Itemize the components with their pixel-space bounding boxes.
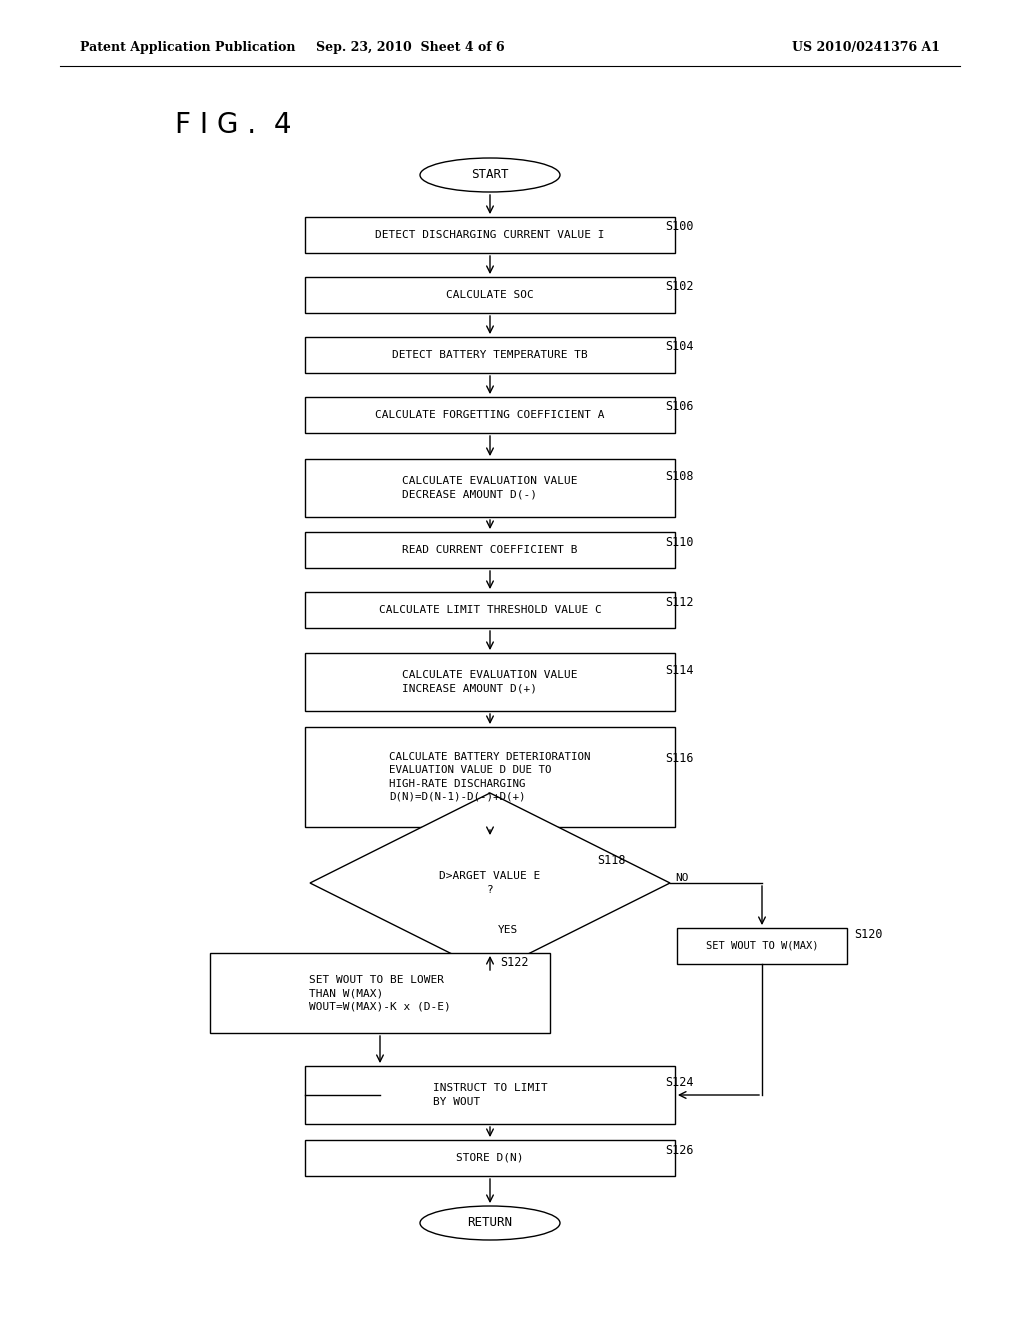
Text: STORE D(N): STORE D(N) (457, 1152, 523, 1163)
Text: DETECT BATTERY TEMPERATURE TB: DETECT BATTERY TEMPERATURE TB (392, 350, 588, 360)
FancyBboxPatch shape (305, 1140, 675, 1176)
FancyBboxPatch shape (305, 277, 675, 313)
FancyBboxPatch shape (305, 337, 675, 374)
Text: S100: S100 (665, 220, 693, 234)
Text: READ CURRENT COEFFICIENT B: READ CURRENT COEFFICIENT B (402, 545, 578, 554)
Ellipse shape (420, 1206, 560, 1239)
Text: CALCULATE EVALUATION VALUE
DECREASE AMOUNT D(-): CALCULATE EVALUATION VALUE DECREASE AMOU… (402, 477, 578, 499)
Text: CALCULATE EVALUATION VALUE
INCREASE AMOUNT D(+): CALCULATE EVALUATION VALUE INCREASE AMOU… (402, 671, 578, 693)
FancyBboxPatch shape (210, 953, 550, 1034)
Text: S108: S108 (665, 470, 693, 483)
Text: SET WOUT TO BE LOWER
THAN W(MAX)
WOUT=W(MAX)-K x (D-E): SET WOUT TO BE LOWER THAN W(MAX) WOUT=W(… (309, 974, 451, 1011)
Text: S124: S124 (665, 1077, 693, 1089)
Text: CALCULATE LIMIT THRESHOLD VALUE C: CALCULATE LIMIT THRESHOLD VALUE C (379, 605, 601, 615)
Text: INSTRUCT TO LIMIT
BY WOUT: INSTRUCT TO LIMIT BY WOUT (432, 1084, 548, 1106)
Text: S104: S104 (665, 341, 693, 354)
Text: SET WOUT TO W(MAX): SET WOUT TO W(MAX) (706, 941, 818, 950)
Text: S106: S106 (665, 400, 693, 413)
Text: DETECT DISCHARGING CURRENT VALUE I: DETECT DISCHARGING CURRENT VALUE I (375, 230, 605, 240)
Text: US 2010/0241376 A1: US 2010/0241376 A1 (792, 41, 940, 54)
Text: S116: S116 (665, 751, 693, 764)
FancyBboxPatch shape (305, 653, 675, 711)
Text: S114: S114 (665, 664, 693, 676)
Text: CALCULATE FORGETTING COEFFICIENT A: CALCULATE FORGETTING COEFFICIENT A (375, 411, 605, 420)
FancyBboxPatch shape (677, 928, 847, 964)
Text: START: START (471, 169, 509, 181)
Text: S126: S126 (665, 1143, 693, 1156)
FancyBboxPatch shape (305, 397, 675, 433)
Text: YES: YES (498, 925, 518, 935)
Text: S102: S102 (665, 281, 693, 293)
Text: D>ARGET VALUE E
?: D>ARGET VALUE E ? (439, 871, 541, 895)
Text: NO: NO (675, 873, 688, 883)
Text: S122: S122 (500, 956, 528, 969)
FancyBboxPatch shape (305, 216, 675, 253)
Text: CALCULATE BATTERY DETERIORATION
EVALUATION VALUE D DUE TO
HIGH-RATE DISCHARGING
: CALCULATE BATTERY DETERIORATION EVALUATI… (389, 752, 591, 801)
Text: CALCULATE SOC: CALCULATE SOC (446, 290, 534, 300)
Ellipse shape (420, 158, 560, 191)
Polygon shape (310, 793, 670, 973)
Text: S120: S120 (854, 928, 883, 941)
Text: RETURN: RETURN (468, 1217, 512, 1229)
Text: Sep. 23, 2010  Sheet 4 of 6: Sep. 23, 2010 Sheet 4 of 6 (315, 41, 504, 54)
Text: S112: S112 (665, 595, 693, 609)
Text: S118: S118 (597, 854, 626, 866)
FancyBboxPatch shape (305, 727, 675, 828)
Text: F I G .  4: F I G . 4 (175, 111, 292, 139)
Text: Patent Application Publication: Patent Application Publication (80, 41, 296, 54)
FancyBboxPatch shape (305, 1067, 675, 1125)
FancyBboxPatch shape (305, 459, 675, 517)
FancyBboxPatch shape (305, 532, 675, 568)
FancyBboxPatch shape (305, 591, 675, 628)
Text: S110: S110 (665, 536, 693, 549)
